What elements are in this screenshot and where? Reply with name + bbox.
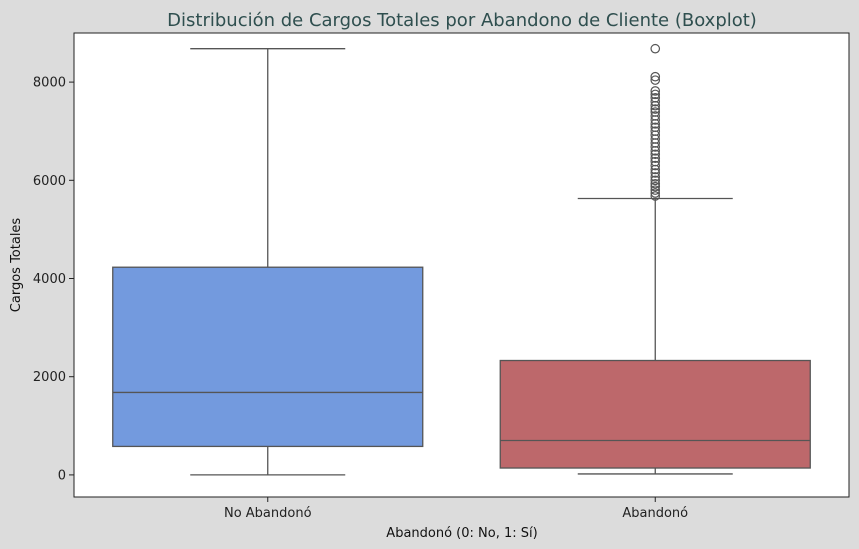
outlier-point: [650, 168, 661, 178]
y-tick-label: 6000: [33, 174, 66, 189]
outlier-point: [650, 107, 661, 117]
box-no-abandono: [112, 48, 424, 476]
y-tick-label: 2000: [33, 370, 66, 385]
outlier-point: [650, 43, 661, 54]
chart-title: Distribución de Cargos Totales por Aband…: [167, 10, 757, 31]
outlier-point: [650, 75, 661, 85]
outlier-point: [650, 111, 661, 121]
x-axis-label: Abandonó (0: No, 1: Sí): [386, 526, 537, 541]
outlier-point: [650, 71, 661, 82]
box-abandono: [499, 43, 811, 475]
outlier-point: [650, 181, 661, 192]
outlier-point: [650, 156, 661, 167]
x-tick-label: Abandonó: [622, 506, 688, 521]
y-tick-label: 0: [58, 468, 66, 483]
outlier-point: [650, 172, 661, 182]
outlier-point: [650, 93, 661, 103]
outlier-point: [650, 104, 661, 114]
y-axis-label: Cargos Totales: [9, 218, 24, 313]
outlier-point: [650, 126, 661, 137]
outlier-point: [650, 178, 661, 189]
outlier-point: [650, 96, 661, 107]
outlier-point: [650, 191, 661, 201]
x-tick-label: No Abandonó: [224, 506, 312, 521]
outlier-point: [650, 89, 661, 100]
outlier-point: [650, 160, 661, 171]
y-tick-label: 8000: [33, 76, 66, 91]
outlier-point: [650, 188, 661, 198]
boxes-group: [112, 43, 811, 476]
outlier-point: [650, 185, 661, 195]
outlier-point: [650, 122, 661, 133]
y-tick-label: 4000: [33, 272, 66, 287]
outlier-point: [650, 153, 661, 164]
outlier-point: [650, 149, 661, 160]
iqr-box: [499, 359, 811, 469]
outlier-point: [650, 86, 661, 96]
y-axis: 0 2000 4000 6000 8000: [33, 76, 74, 483]
iqr-box: [112, 266, 424, 448]
x-axis: No Abandonó Abandonó: [224, 497, 688, 521]
outlier-point: [650, 175, 661, 186]
